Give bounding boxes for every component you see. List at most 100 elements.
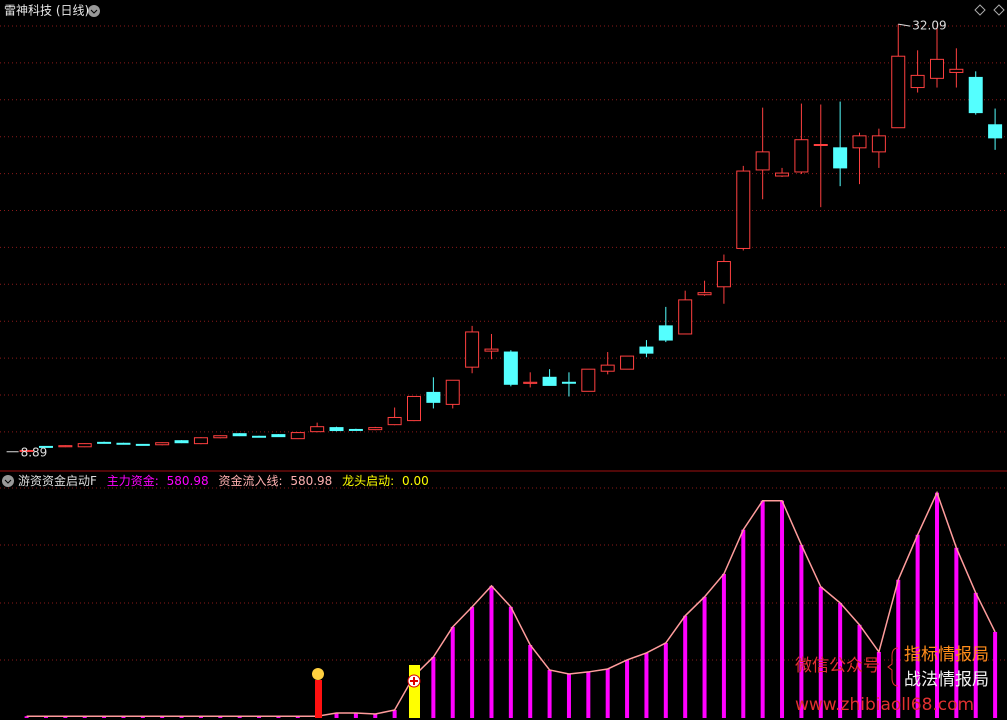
bar — [838, 602, 843, 718]
candle-body — [407, 395, 421, 422]
candle-body — [213, 435, 228, 439]
candle-body — [174, 440, 189, 444]
bar — [237, 716, 242, 718]
legend-value: 580.98 — [167, 474, 209, 488]
candle-body — [775, 172, 790, 177]
bar — [818, 586, 823, 718]
candle-body — [910, 74, 925, 89]
bar — [954, 547, 959, 718]
bar — [295, 716, 300, 718]
candle-body — [116, 442, 131, 445]
bar — [547, 670, 552, 718]
candle-body — [968, 76, 983, 114]
bar — [741, 529, 746, 718]
candle-body — [988, 124, 1003, 139]
bar — [605, 668, 610, 718]
bar — [702, 596, 707, 718]
candle-body — [310, 426, 325, 433]
bar — [82, 716, 87, 718]
bar — [470, 606, 475, 718]
candle-body — [716, 261, 731, 288]
candle-body — [600, 364, 615, 372]
candle-body — [891, 55, 906, 129]
bar — [586, 671, 591, 718]
indicator-title: 游资资金启动F — [18, 473, 97, 488]
candle-body — [252, 435, 267, 438]
candle-body — [368, 427, 383, 431]
candle-body — [135, 443, 150, 446]
watermark-text: 微信公众号 — [795, 656, 880, 676]
candle-body — [77, 443, 92, 448]
signal-bar — [409, 665, 420, 718]
signal-bar — [315, 680, 322, 718]
bar — [218, 716, 223, 718]
candle-body — [232, 433, 247, 437]
menu-icon[interactable] — [2, 475, 14, 487]
candle-body — [290, 432, 305, 440]
watermark-text: 战法情报局 — [904, 670, 989, 690]
watermark: 微信公众号 指标情报局 战法情报局 www.zhibiaoll68.com — [795, 645, 989, 715]
candle-body — [813, 144, 828, 147]
stock-title: 雷神科技 (日线) — [4, 4, 89, 18]
line — [26, 490, 996, 717]
candle-body — [445, 379, 460, 405]
bar — [257, 716, 262, 718]
bar — [528, 644, 533, 718]
candle-body — [581, 368, 596, 392]
candle-body — [871, 135, 886, 153]
bar — [760, 500, 765, 718]
high-pointer — [898, 23, 911, 27]
candle-body — [329, 427, 344, 432]
bar — [934, 492, 939, 718]
candle-body — [503, 351, 518, 385]
candle-body — [523, 381, 538, 384]
bar — [683, 615, 688, 718]
candle-body — [639, 346, 654, 354]
bar — [160, 716, 165, 718]
bar — [993, 631, 998, 718]
candle-body — [620, 355, 635, 370]
candle-body — [852, 135, 867, 149]
legend-name: 主力资金: — [107, 473, 159, 488]
candle-body — [794, 139, 809, 173]
legend-name: 资金流入线: — [218, 473, 282, 488]
menu-icon[interactable] — [88, 5, 100, 17]
window-icons[interactable] — [974, 4, 1005, 16]
menu-arrow — [4, 479, 12, 484]
bar — [102, 716, 107, 718]
candle-body — [736, 170, 751, 249]
indicator-legend: 游资资金启动F 主力资金: 580.98 资金流入线: 580.98 龙头启动:… — [18, 473, 429, 488]
candle-body — [97, 441, 112, 444]
bar — [857, 624, 862, 718]
candle-body — [697, 292, 712, 296]
bar — [43, 716, 48, 718]
candle-body — [542, 376, 557, 386]
bar — [353, 712, 358, 718]
bar — [489, 585, 494, 718]
candle-body — [755, 151, 770, 171]
candle-body — [271, 434, 286, 438]
candle-body — [58, 445, 73, 448]
legend-name: 龙头启动: — [342, 474, 394, 488]
candle-body — [833, 147, 848, 169]
candle-body — [484, 348, 499, 352]
candle-body — [19, 449, 34, 452]
bar — [63, 716, 68, 718]
bar — [334, 712, 339, 718]
bar — [508, 606, 513, 718]
bar — [431, 656, 436, 718]
candle-body — [678, 299, 693, 335]
signal-plus — [410, 677, 418, 685]
watermark-text: 指标情报局 — [904, 645, 989, 665]
bar — [721, 573, 726, 718]
bar — [121, 716, 126, 718]
bar — [644, 652, 649, 718]
legend-value: 0.00 — [402, 474, 429, 488]
watermark-url: www.zhibiaoll68.com — [795, 695, 974, 715]
bar — [198, 716, 203, 718]
bar — [915, 534, 920, 718]
low-label: 8.89 — [21, 445, 48, 459]
candle-body — [387, 416, 402, 426]
candle-body — [348, 428, 363, 431]
